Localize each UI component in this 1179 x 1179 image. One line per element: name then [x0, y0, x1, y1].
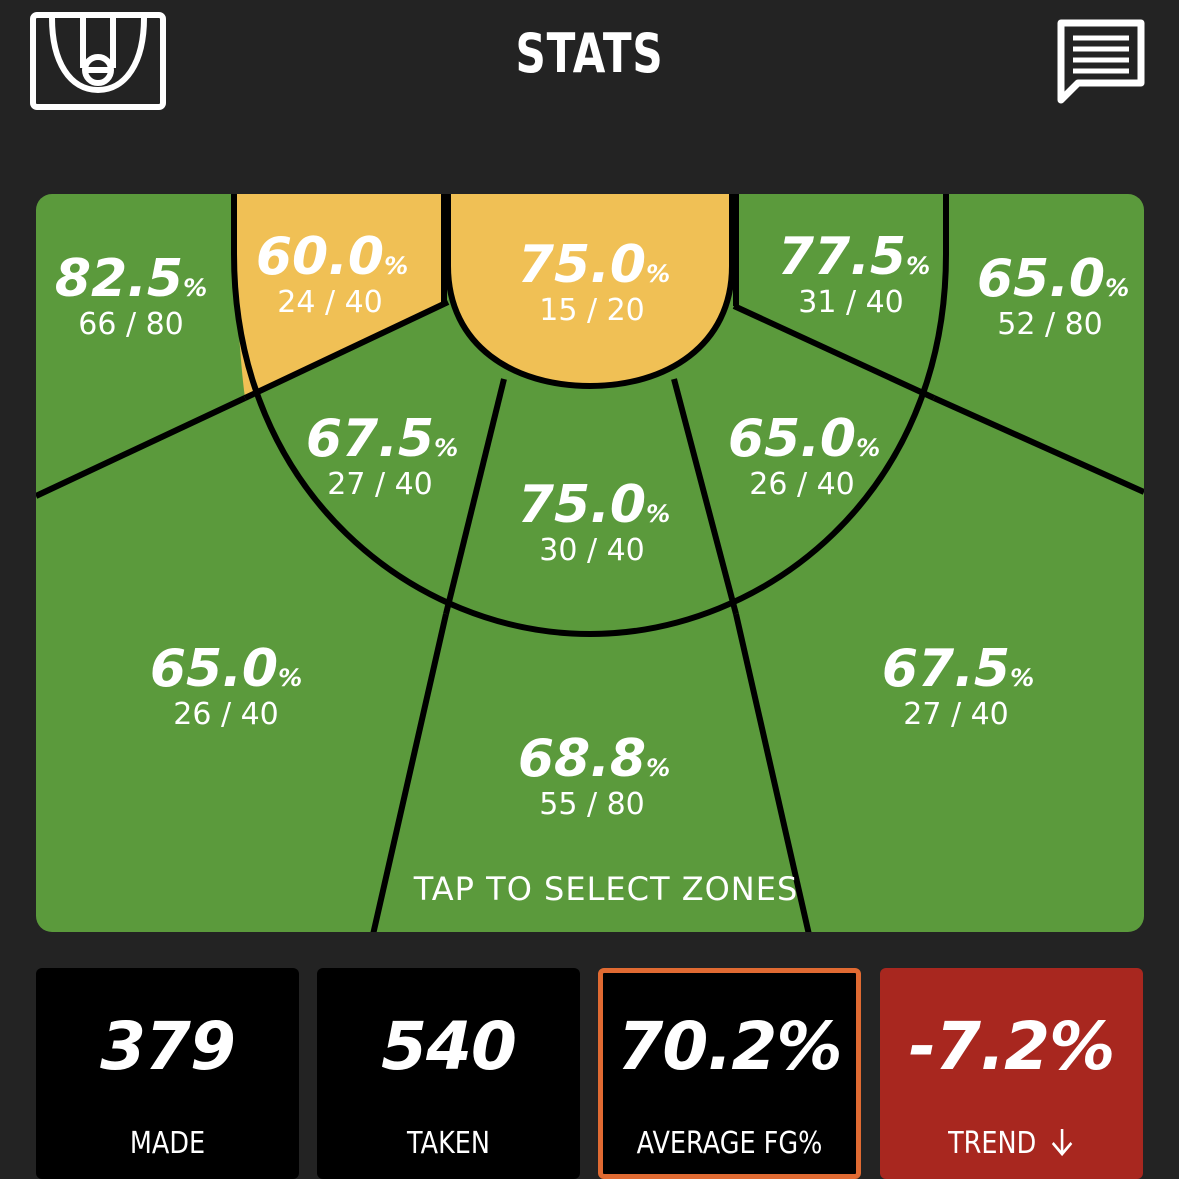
- zone-fraction: 31 / 40: [798, 285, 904, 320]
- trend-label: TREND: [948, 1126, 1037, 1161]
- zone-fraction: 26 / 40: [749, 467, 855, 502]
- taken-card[interactable]: 540 TAKEN: [317, 968, 580, 1179]
- zone-right-elbow-mid[interactable]: 65.0% 26 / 40: [728, 409, 880, 502]
- average-fg-value: 70.2%: [617, 1008, 843, 1085]
- arrow-down-icon: [1051, 1129, 1073, 1157]
- shot-zone-court[interactable]: 82.5% 66 / 80 60.0% 24 / 40 75.0% 15 / 2…: [36, 194, 1144, 932]
- made-card[interactable]: 379 MADE: [36, 968, 299, 1179]
- header-bar: STATS: [0, 0, 1179, 130]
- zone-percent: 68.8%: [518, 729, 670, 789]
- average-fg-card[interactable]: 70.2% AVERAGE FG%: [598, 968, 861, 1179]
- zone-percent: 67.5%: [882, 639, 1034, 699]
- zone-left-baseline-mid[interactable]: 60.0% 24 / 40: [256, 227, 408, 320]
- zone-left-corner-three[interactable]: 82.5% 66 / 80: [55, 249, 207, 342]
- zone-percent: 65.0%: [150, 639, 302, 699]
- average-fg-label: AVERAGE FG%: [636, 1126, 823, 1161]
- zone-fraction: 24 / 40: [277, 285, 383, 320]
- chat-icon[interactable]: [1056, 18, 1146, 104]
- zone-percent: 60.0%: [256, 227, 408, 287]
- zone-right-corner-three[interactable]: 65.0% 52 / 80: [977, 249, 1129, 342]
- made-value: 379: [100, 1008, 236, 1085]
- zone-fill-left-baseline-mid[interactable]: [234, 194, 444, 398]
- zone-percent: 77.5%: [778, 227, 930, 287]
- zone-percent: 82.5%: [55, 249, 207, 309]
- zone-percent: 67.5%: [306, 409, 458, 469]
- zone-fraction: 30 / 40: [539, 533, 645, 568]
- zone-percent: 75.0%: [518, 475, 670, 535]
- zone-top-three[interactable]: 68.8% 55 / 80: [518, 729, 670, 822]
- trend-label-row: TREND: [900, 1126, 1124, 1161]
- zone-percent: 65.0%: [977, 249, 1129, 309]
- zone-fraction: 26 / 40: [173, 697, 279, 732]
- zone-right-baseline-mid[interactable]: 77.5% 31 / 40: [778, 227, 930, 320]
- page-title: STATS: [515, 22, 664, 85]
- tap-to-select-hint: TAP TO SELECT ZONES: [413, 870, 799, 908]
- taken-value: 540: [381, 1008, 517, 1085]
- zone-left-elbow-mid[interactable]: 67.5% 27 / 40: [306, 409, 458, 502]
- zone-fill-paint[interactable]: [448, 194, 732, 386]
- zone-fraction: 55 / 80: [539, 787, 645, 822]
- half-court-icon[interactable]: [30, 12, 166, 110]
- zone-top-key-mid[interactable]: 75.0% 30 / 40: [518, 475, 670, 568]
- zone-right-wing-three[interactable]: 67.5% 27 / 40: [882, 639, 1034, 732]
- made-label: MADE: [129, 1126, 206, 1161]
- zone-fraction: 66 / 80: [78, 307, 184, 342]
- zone-fraction: 52 / 80: [997, 307, 1103, 342]
- zone-lines: [36, 194, 1144, 932]
- zone-fraction: 27 / 40: [327, 467, 433, 502]
- zone-left-wing-three[interactable]: 65.0% 26 / 40: [150, 639, 302, 732]
- zone-fraction: 27 / 40: [903, 697, 1009, 732]
- taken-label: TAKEN: [407, 1126, 490, 1161]
- zone-percent: 65.0%: [728, 409, 880, 469]
- zone-fraction: 15 / 20: [539, 293, 645, 328]
- zone-percent: 75.0%: [518, 235, 670, 295]
- stats-summary: 379 MADE 540 TAKEN 70.2% AVERAGE FG% -7.…: [36, 968, 1144, 1179]
- zone-paint[interactable]: 75.0% 15 / 20: [518, 235, 670, 328]
- trend-value: -7.2%: [908, 1008, 1115, 1085]
- trend-card[interactable]: -7.2% TREND: [880, 968, 1143, 1179]
